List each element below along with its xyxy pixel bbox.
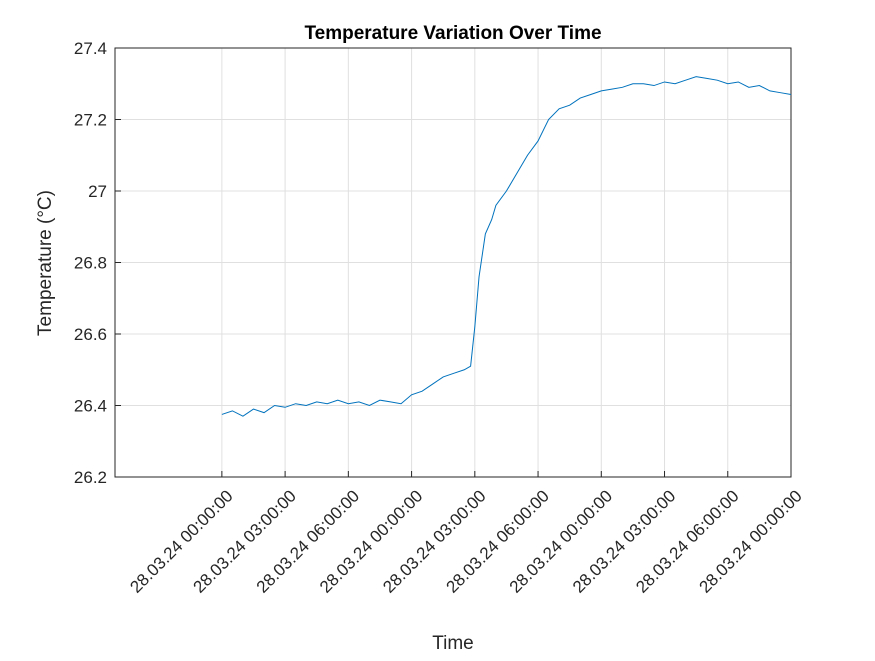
y-tick-label: 26.2 [74,468,107,487]
y-tick-label: 26.4 [74,397,107,416]
chart-title: Temperature Variation Over Time [304,23,601,44]
data-line [221,76,792,417]
y-axis-label: Temperature (°C) [35,190,56,336]
y-tick-label: 27.4 [74,39,107,58]
y-tick-label: 26.6 [74,325,107,344]
y-tick-label: 26.8 [74,254,107,273]
x-tick-label: 28.03.24 00:00:00 [126,486,236,596]
x-axis-label: Time [432,633,474,654]
y-tick-label: 27.2 [74,111,107,130]
plot-frame [114,47,792,478]
y-tick-label: 27 [88,182,107,201]
